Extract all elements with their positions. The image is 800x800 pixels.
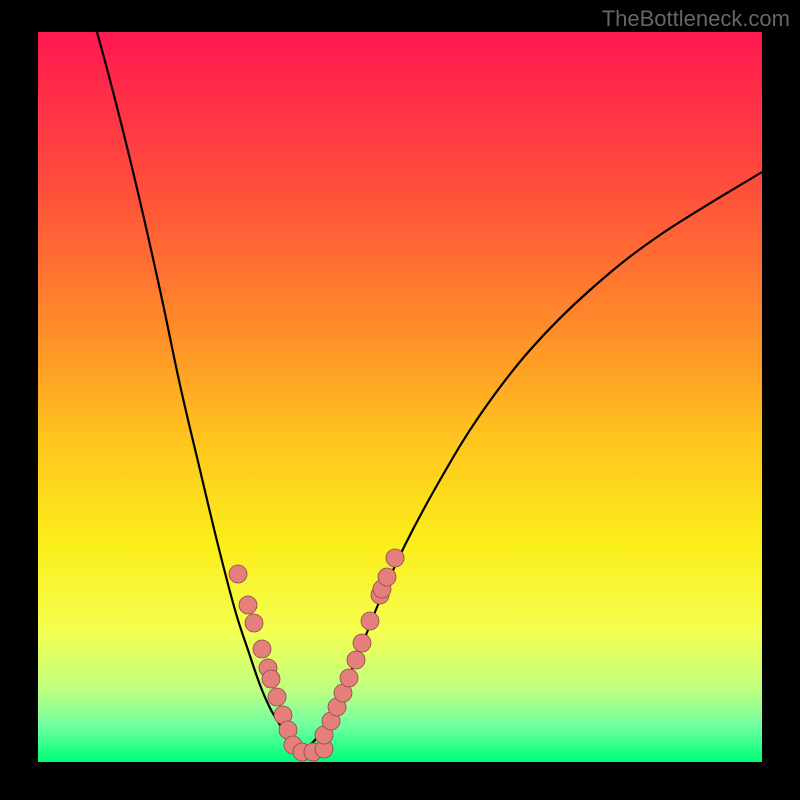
plot-area-gradient bbox=[38, 32, 762, 762]
data-marker bbox=[229, 565, 247, 583]
data-marker bbox=[268, 688, 286, 706]
data-marker bbox=[386, 549, 404, 567]
data-marker bbox=[361, 612, 379, 630]
data-marker bbox=[239, 596, 257, 614]
chart-svg bbox=[0, 0, 800, 800]
chart-container bbox=[0, 0, 800, 800]
data-marker bbox=[253, 640, 271, 658]
data-marker bbox=[262, 670, 280, 688]
watermark-text: TheBottleneck.com bbox=[602, 6, 790, 32]
data-marker bbox=[353, 634, 371, 652]
data-marker bbox=[340, 669, 358, 687]
data-marker bbox=[347, 651, 365, 669]
data-marker bbox=[245, 614, 263, 632]
data-marker bbox=[378, 568, 396, 586]
